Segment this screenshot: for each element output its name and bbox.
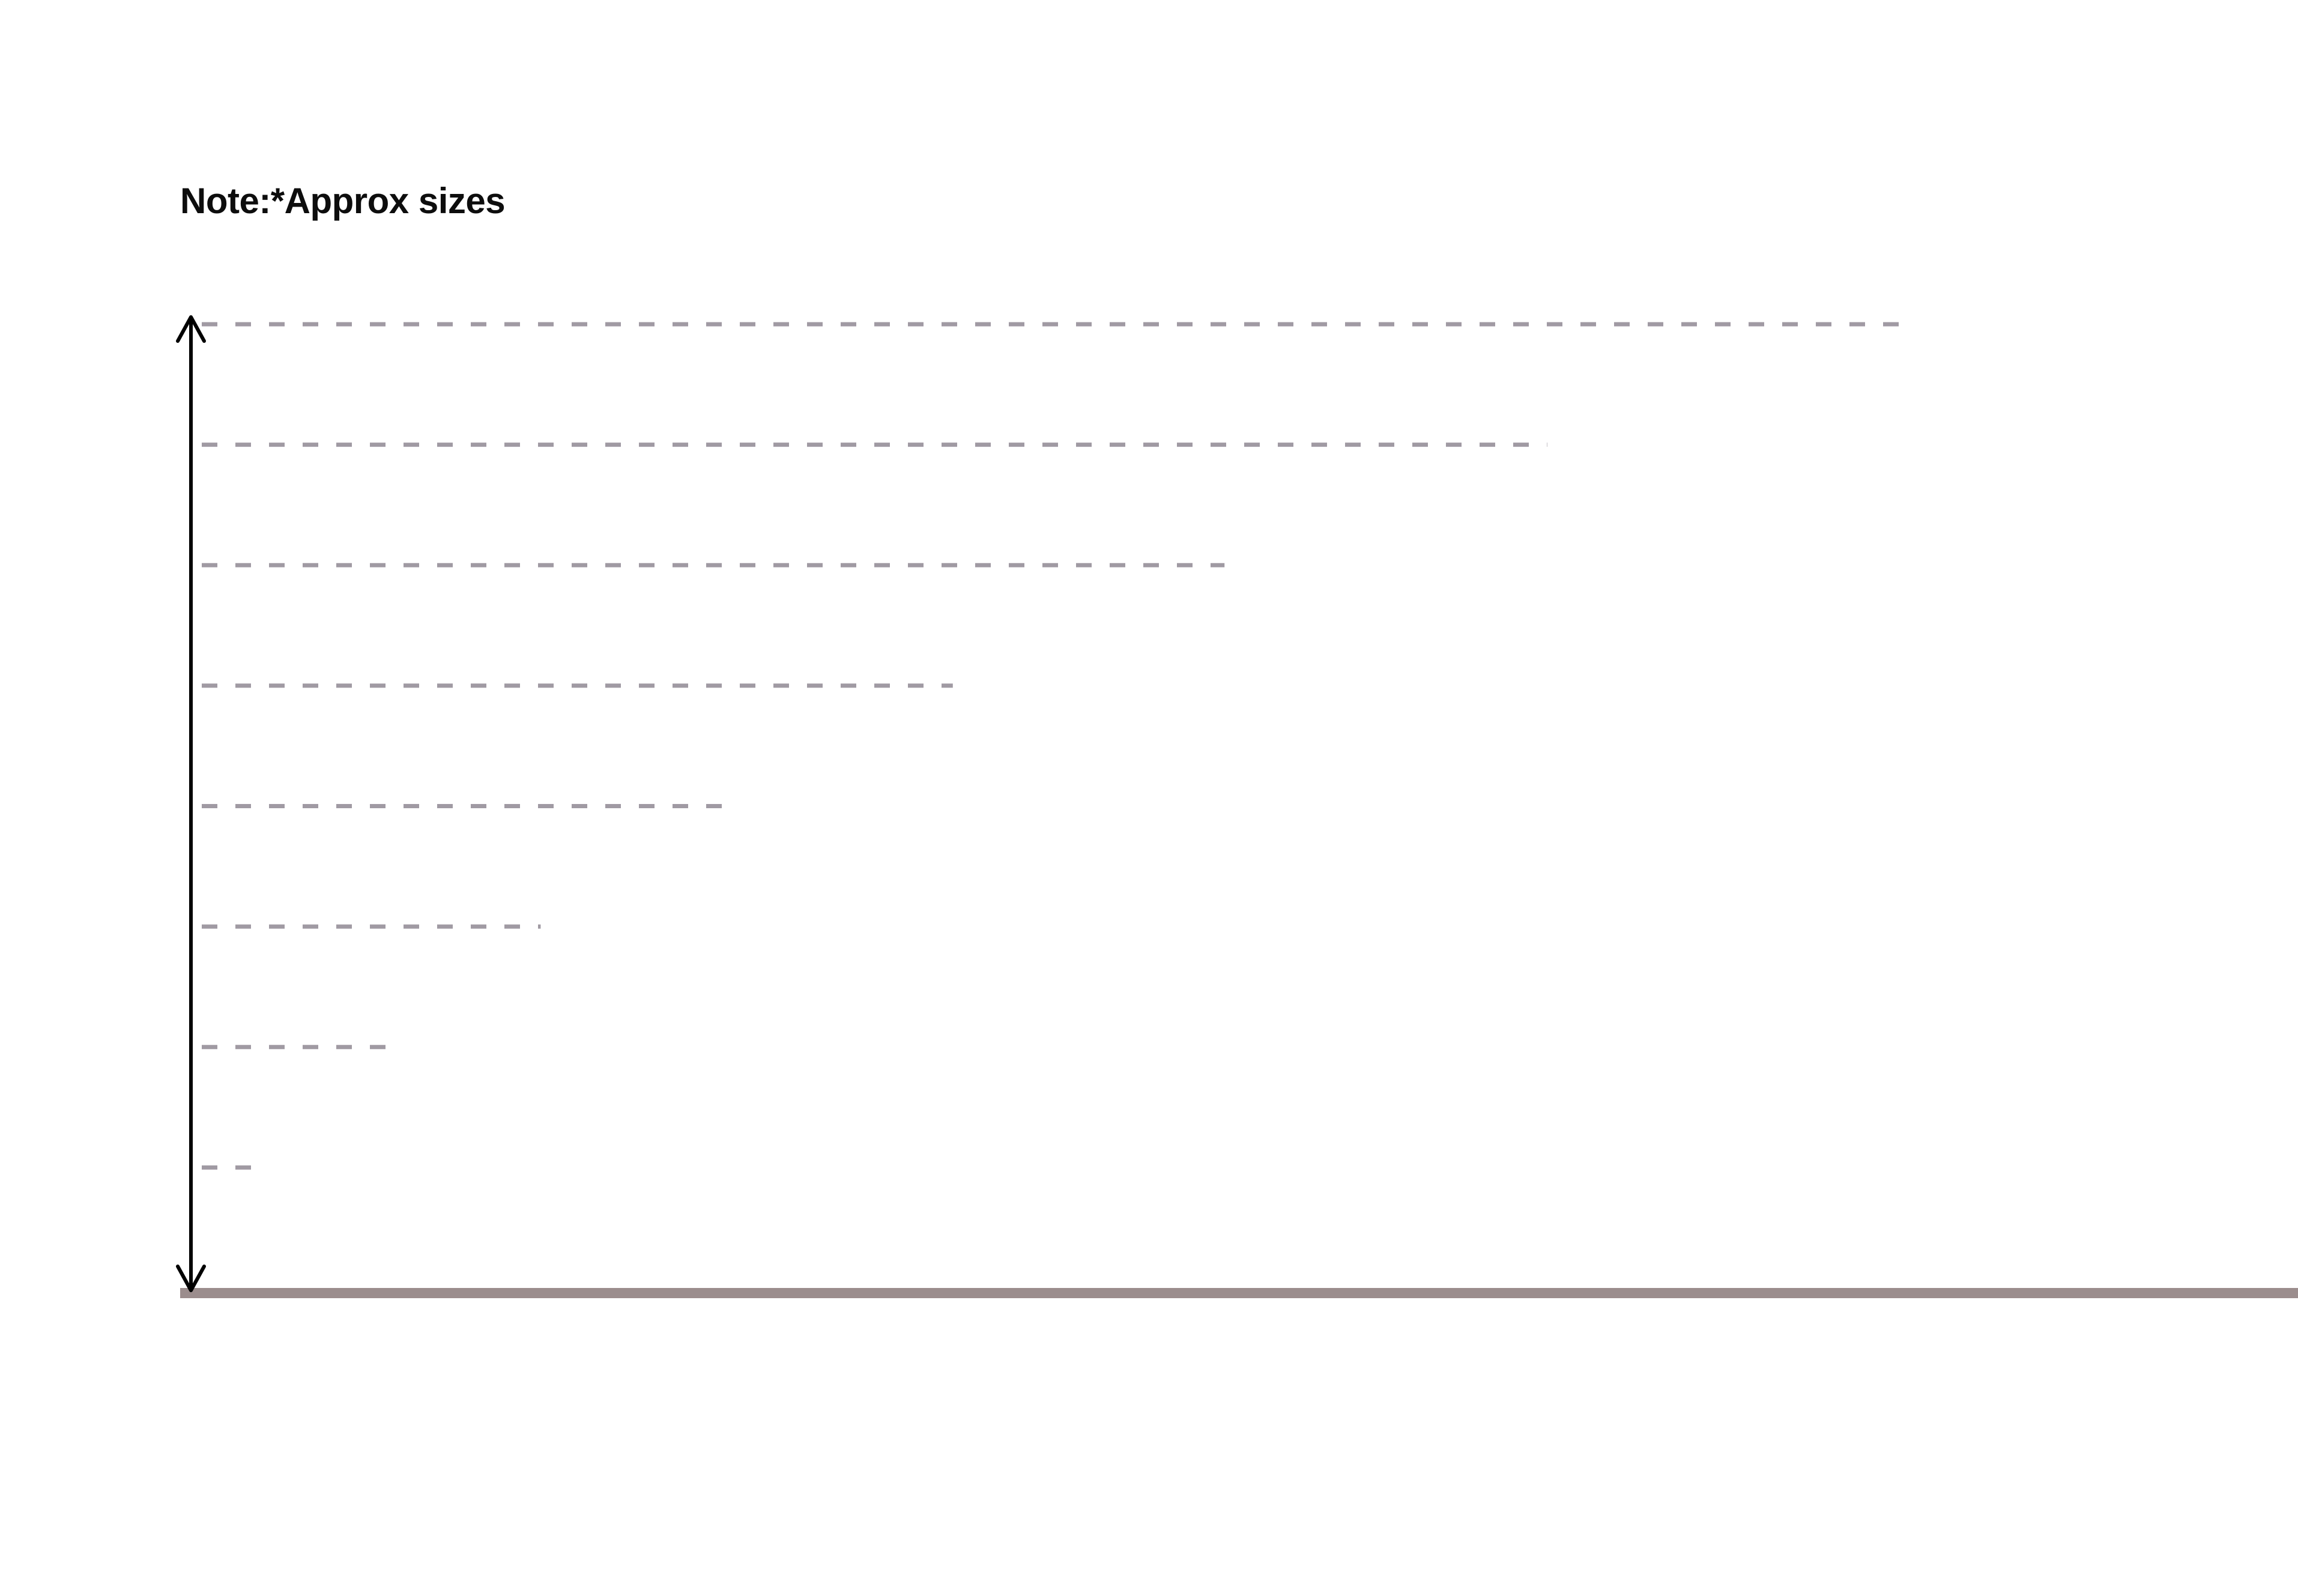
ground-line (180, 1288, 2298, 1298)
y-axis-group (176, 315, 206, 1292)
y-axis-arrow-down (176, 1265, 206, 1292)
ground-line-group (180, 1288, 2298, 1298)
gridlines-group (202, 322, 1906, 1170)
y-axis-arrow-up (176, 315, 206, 343)
page-title: Note:*Approx sizes (180, 181, 506, 221)
